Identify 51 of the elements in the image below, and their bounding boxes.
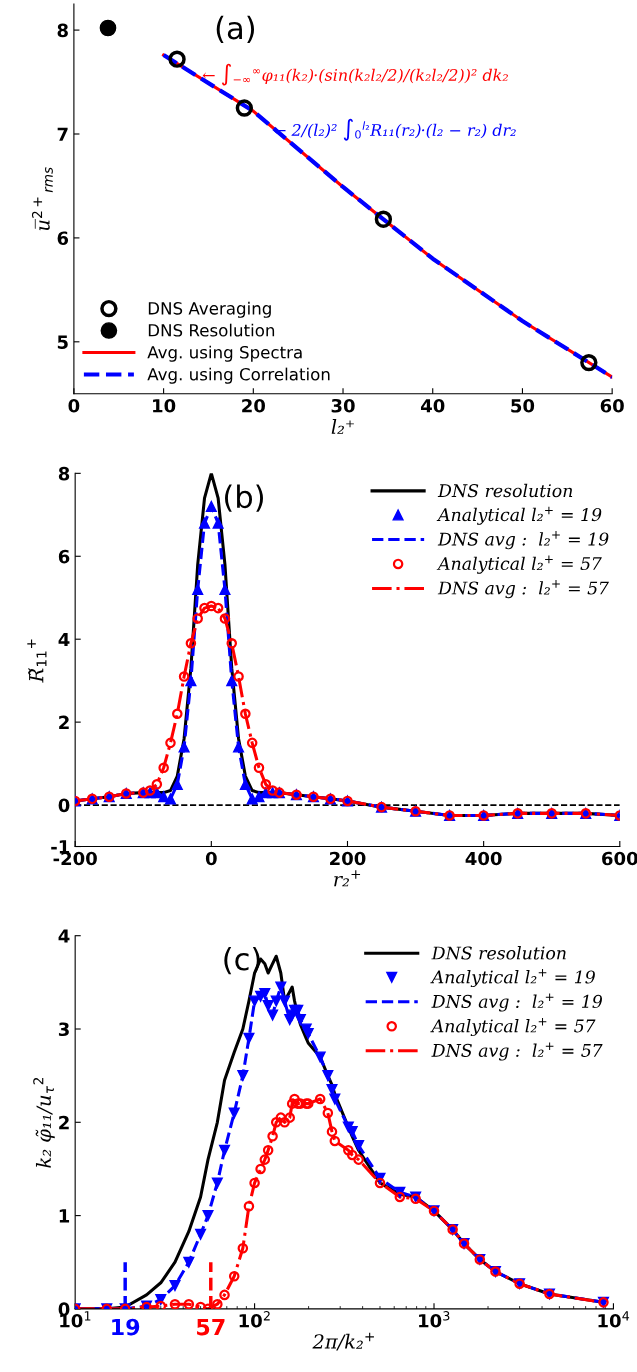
x-tick-label: 30 bbox=[331, 398, 355, 413]
y-tick-label: 8 bbox=[58, 466, 70, 481]
x-tick-label: 10 bbox=[153, 398, 176, 413]
y-tick-label: 1 bbox=[59, 1209, 70, 1223]
legend-label: DNS avg : l₂$^{+}$ = 19 bbox=[431, 993, 603, 1012]
legend-label: DNS Averaging bbox=[148, 301, 271, 318]
chart-title: (a) bbox=[216, 15, 255, 44]
legend-label: DNS Resolution bbox=[148, 323, 275, 337]
y-axis-title: R̃$_{11}$$^{+}$ bbox=[27, 639, 47, 683]
y-tick-label: 6 bbox=[57, 231, 69, 246]
y-axis-title: k₂ φ̃₁₁/u$_{τ}$$^{2}$ bbox=[33, 1078, 55, 1168]
x-tick-label: 400 bbox=[465, 851, 502, 866]
y-tick-label: 0 bbox=[58, 798, 70, 813]
y-tick-label: 2 bbox=[59, 1115, 69, 1130]
y-tick-label: 3 bbox=[58, 1022, 69, 1037]
x-tick-label: 600 bbox=[602, 851, 637, 866]
legend-label: DNS avg : l₂$^{+}$ = 57 bbox=[437, 580, 609, 599]
x-axis-title: l₂⁺ bbox=[331, 418, 354, 434]
legend-label: DNS avg : l₂$^{+}$ = 19 bbox=[437, 531, 609, 550]
x-tick-label: 50 bbox=[511, 398, 535, 413]
legend-label: Analytical l₂$^{+}$ = 57 bbox=[436, 555, 602, 574]
legend-label: DNS resolution bbox=[437, 483, 573, 498]
y-tick-label: 4 bbox=[58, 929, 70, 943]
legend-label: Analytical l₂$^{+}$ = 57 bbox=[430, 1017, 596, 1037]
y-tick-label: 7 bbox=[57, 127, 68, 141]
x-tick-label: 10$^{4}$ bbox=[598, 1311, 630, 1328]
y-tick-label: 6 bbox=[58, 549, 70, 564]
legend-label: DNS resolution bbox=[431, 946, 566, 960]
x-tick-label: 40 bbox=[420, 398, 445, 413]
legend-label: Analytical l₂$^{+}$ = 19 bbox=[436, 506, 602, 525]
chart-title: (b) bbox=[225, 484, 263, 512]
x-tick-label: 60 bbox=[600, 398, 624, 413]
x-axis-title: r₂$^{+}$ bbox=[334, 870, 361, 887]
y-tick-label: 4 bbox=[58, 632, 70, 647]
legend-label: Avg. using Spectra bbox=[147, 345, 302, 362]
annotation: ← ∫$_{−∞}$$^{∞}$φ₁₁(k₂)·(sin(k₂l₂/2)/(k₂l₂/2))² dk₂ bbox=[202, 63, 508, 86]
ref-line-label: 19 bbox=[112, 1318, 140, 1336]
x-tick-label: 10$^{3}$ bbox=[419, 1311, 450, 1328]
y-tick-label: 5 bbox=[57, 335, 68, 349]
y-axis-title: u̅$^{2+}$$_{rms}$ bbox=[31, 167, 53, 231]
x-tick-label: 0 bbox=[205, 851, 217, 866]
y-tick-label: 8 bbox=[57, 23, 68, 38]
ref-line-label: 57 bbox=[197, 1318, 225, 1336]
legend-label: Avg. using Correlation bbox=[147, 367, 330, 384]
legend-label: DNS avg : l₂$^{+}$ = 57 bbox=[431, 1042, 603, 1061]
legend-label: Analytical l₂$^{+}$ = 19 bbox=[430, 969, 595, 988]
x-tick-label: 20 bbox=[242, 398, 266, 413]
y-tick-label: 2 bbox=[59, 715, 69, 729]
x-tick-label: 200 bbox=[330, 851, 366, 866]
x-tick-label: 10$^{2}$ bbox=[239, 1311, 270, 1328]
x-axis-title: 2π/k₂$^{+}$ bbox=[312, 1332, 374, 1351]
